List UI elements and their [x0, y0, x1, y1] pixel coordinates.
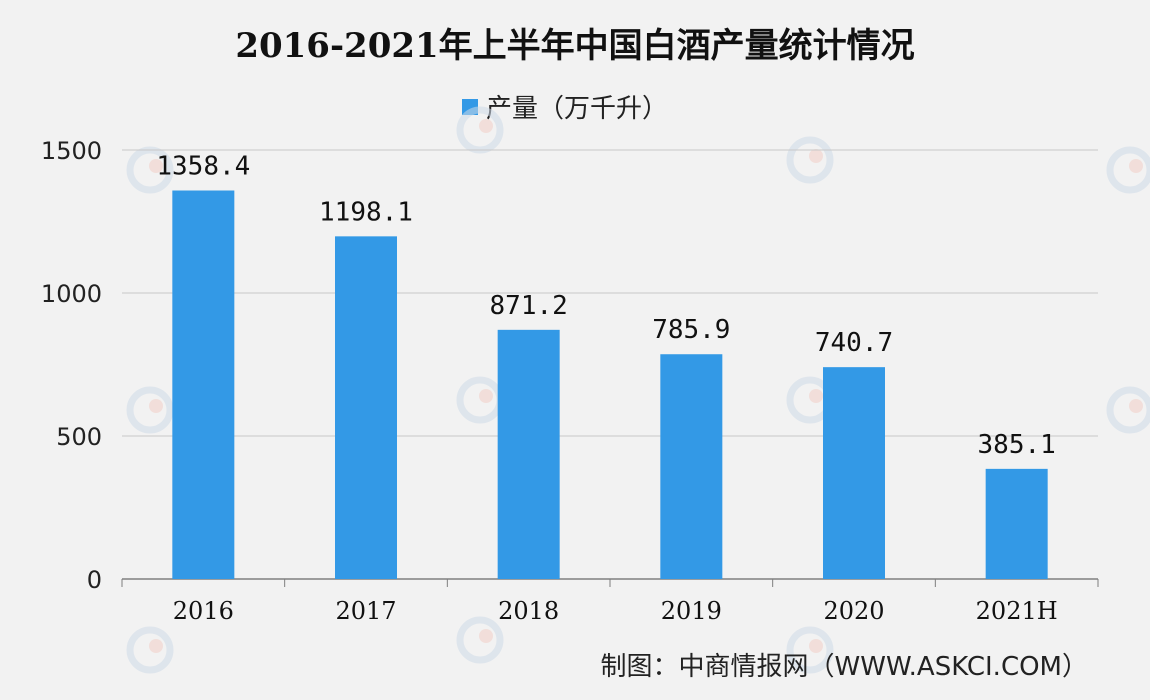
y-tick-label: 500	[56, 423, 102, 451]
value-label: 871.2	[490, 291, 568, 321]
value-label: 785.9	[652, 315, 730, 345]
y-tick-label: 1000	[41, 280, 102, 308]
bar	[985, 468, 1048, 579]
chart-title: 2016-2021年上半年中国白酒产量统计情况	[235, 26, 915, 66]
watermark-ring	[786, 626, 834, 674]
x-tick-label: 2020	[823, 597, 884, 625]
watermark-ring	[456, 616, 504, 664]
bar	[823, 367, 885, 579]
watermark-logo	[1106, 386, 1150, 434]
value-label: 385.1	[978, 430, 1056, 460]
watermark-logo	[1106, 146, 1150, 194]
x-tick-label: 2016	[173, 597, 234, 625]
watermark-logo	[126, 626, 174, 674]
watermark-layer	[126, 106, 1150, 674]
watermark-logo	[786, 136, 834, 184]
watermark-dot	[809, 149, 823, 163]
watermark-dot	[809, 639, 823, 653]
y-tick-label: 0	[87, 566, 102, 594]
watermark-dot	[149, 399, 163, 413]
watermark-ring	[786, 136, 834, 184]
value-label: 1358.4	[156, 151, 250, 181]
legend-label: 产量（万千升）	[486, 94, 669, 124]
watermark-logo	[456, 616, 504, 664]
x-tick-label: 2018	[498, 597, 559, 625]
watermark-ring	[456, 106, 504, 154]
x-tick-label: 2017	[335, 597, 396, 625]
bar	[660, 354, 723, 579]
watermark-dot	[809, 389, 823, 403]
watermark-logo	[126, 386, 174, 434]
grid-lines	[122, 149, 1098, 580]
watermark-ring	[456, 376, 504, 424]
watermark-logo	[456, 106, 504, 154]
watermark-logo	[786, 626, 834, 674]
y-axis-ticks: 0 500 1000 1500	[41, 137, 102, 594]
watermark-dot	[1129, 399, 1143, 413]
watermark-ring	[126, 626, 174, 674]
value-labels: 1358.4 1198.1 871.2 785.9 740.7 385.1	[156, 151, 1055, 459]
watermark-dot	[479, 119, 493, 133]
watermark-ring	[126, 386, 174, 434]
source-credit: 制图：中商情报网（WWW.ASKCI.COM）	[600, 652, 1088, 682]
x-axis-ticks: 2016 2017 2018 2019 2020 2021H	[121, 579, 1099, 625]
watermark-ring	[1106, 386, 1150, 434]
watermark-dot	[1129, 159, 1143, 173]
x-tick-label: 2019	[661, 597, 722, 625]
watermark-dot	[479, 389, 493, 403]
watermark-logo	[456, 376, 504, 424]
bars	[172, 190, 1048, 580]
watermark-dot	[149, 159, 163, 173]
watermark-dot	[149, 639, 163, 653]
y-tick-label: 1500	[41, 137, 102, 165]
bar	[335, 236, 397, 580]
bar	[172, 190, 235, 579]
watermark-ring	[1106, 146, 1150, 194]
watermark-dot	[479, 629, 493, 643]
bar	[497, 329, 560, 579]
x-tick-label: 2021H	[976, 597, 1058, 625]
value-label: 740.7	[815, 328, 893, 358]
value-label: 1198.1	[319, 197, 413, 227]
